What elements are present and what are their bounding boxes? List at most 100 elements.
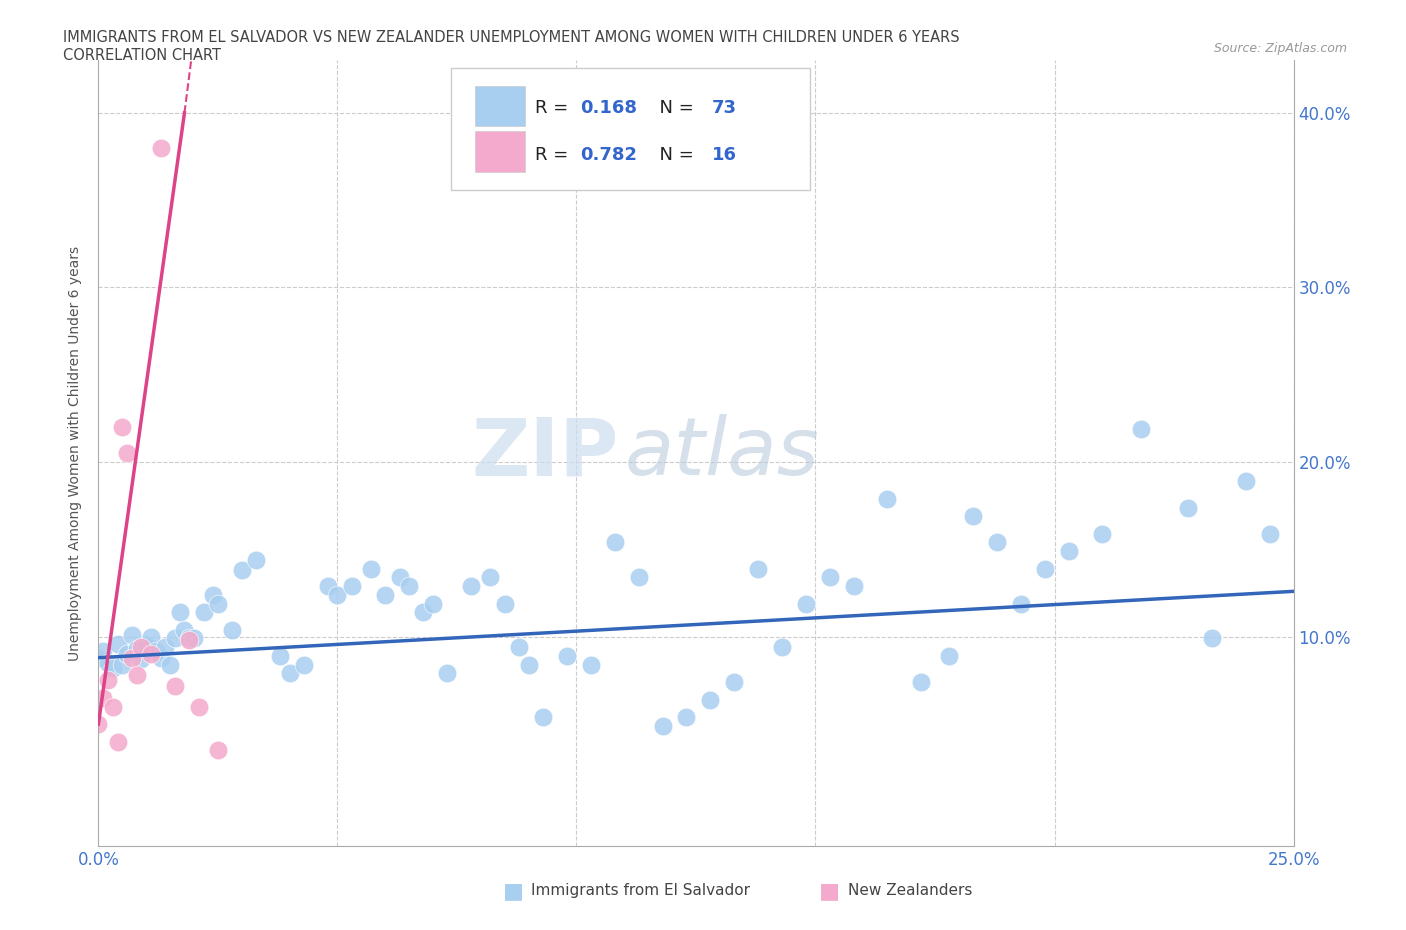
Point: [651, 718, 673, 733]
Text: N =: N =: [648, 99, 700, 116]
Point: [388, 570, 411, 585]
Point: [1234, 474, 1257, 489]
Text: ZIP: ZIP: [471, 415, 619, 492]
Point: [111, 419, 134, 434]
Text: IMMIGRANTS FROM EL SALVADOR VS NEW ZEALANDER UNEMPLOYMENT AMONG WOMEN WITH CHILD: IMMIGRANTS FROM EL SALVADOR VS NEW ZEALA…: [63, 30, 960, 45]
Text: CORRELATION CHART: CORRELATION CHART: [63, 48, 221, 63]
Point: [699, 692, 721, 707]
Point: [87, 650, 110, 665]
Point: [207, 743, 229, 758]
Point: [842, 578, 865, 593]
Point: [1033, 561, 1056, 576]
Point: [91, 690, 114, 705]
Point: [818, 570, 841, 585]
Point: [159, 658, 181, 672]
Text: atlas: atlas: [624, 415, 820, 492]
Point: [747, 561, 769, 576]
Text: R =: R =: [534, 146, 574, 164]
Point: [125, 668, 148, 683]
Point: [479, 570, 502, 585]
Point: [962, 509, 984, 524]
Text: New Zealanders: New Zealanders: [848, 884, 972, 898]
FancyBboxPatch shape: [475, 131, 524, 172]
Text: 73: 73: [711, 99, 737, 116]
Point: [316, 578, 339, 593]
Point: [494, 596, 516, 611]
Text: R =: R =: [534, 99, 574, 116]
Point: [202, 588, 225, 603]
Point: [770, 640, 793, 655]
Point: [139, 646, 162, 661]
Text: ■: ■: [820, 881, 839, 901]
Point: [1201, 631, 1223, 646]
Point: [163, 678, 186, 693]
Point: [245, 552, 267, 567]
Point: [121, 650, 143, 665]
Point: [139, 630, 162, 644]
Point: [107, 734, 129, 749]
Text: 16: 16: [711, 146, 737, 164]
Text: Source: ZipAtlas.com: Source: ZipAtlas.com: [1213, 42, 1347, 55]
Point: [360, 561, 382, 576]
Point: [101, 699, 124, 714]
Point: [131, 652, 153, 667]
Text: 0.782: 0.782: [581, 146, 637, 164]
Point: [675, 710, 697, 724]
Point: [876, 491, 898, 506]
Point: [111, 658, 134, 672]
Point: [517, 658, 540, 672]
Y-axis label: Unemployment Among Women with Children Under 6 years: Unemployment Among Women with Children U…: [69, 246, 83, 661]
Point: [97, 673, 120, 688]
Point: [107, 636, 129, 651]
Point: [97, 656, 120, 671]
Point: [163, 631, 186, 646]
Point: [986, 535, 1008, 550]
Point: [183, 631, 205, 646]
Point: [101, 660, 124, 675]
Point: [910, 674, 932, 689]
Point: [87, 717, 110, 732]
Point: [723, 674, 745, 689]
Point: [579, 658, 602, 672]
Point: [179, 631, 201, 646]
Point: [207, 596, 229, 611]
Point: [1258, 526, 1281, 541]
Point: [278, 666, 301, 681]
Text: 0.168: 0.168: [581, 99, 637, 116]
Point: [135, 638, 157, 653]
Point: [1177, 500, 1199, 515]
Point: [1091, 526, 1114, 541]
Point: [155, 640, 177, 655]
Point: [115, 646, 138, 661]
Point: [91, 644, 114, 658]
Point: [121, 628, 143, 643]
Point: [125, 642, 148, 657]
Point: [460, 578, 482, 593]
Point: [149, 650, 172, 665]
Point: [436, 666, 458, 681]
Point: [555, 648, 578, 663]
Point: [603, 535, 626, 550]
Point: [145, 644, 167, 658]
Point: [173, 622, 195, 637]
Point: [169, 604, 191, 619]
Point: [231, 563, 253, 578]
Point: [1129, 421, 1152, 436]
Point: [292, 658, 315, 672]
Point: [508, 640, 530, 655]
Point: [221, 622, 243, 637]
FancyBboxPatch shape: [475, 86, 524, 126]
Point: [340, 578, 363, 593]
Point: [193, 604, 215, 619]
Point: [149, 140, 172, 155]
Point: [794, 596, 817, 611]
Point: [326, 588, 349, 603]
Point: [187, 699, 209, 714]
Point: [627, 570, 650, 585]
Point: [1010, 596, 1032, 611]
Point: [938, 648, 960, 663]
FancyBboxPatch shape: [451, 68, 810, 190]
Point: [398, 578, 420, 593]
Point: [1057, 544, 1080, 559]
Point: [179, 632, 201, 647]
